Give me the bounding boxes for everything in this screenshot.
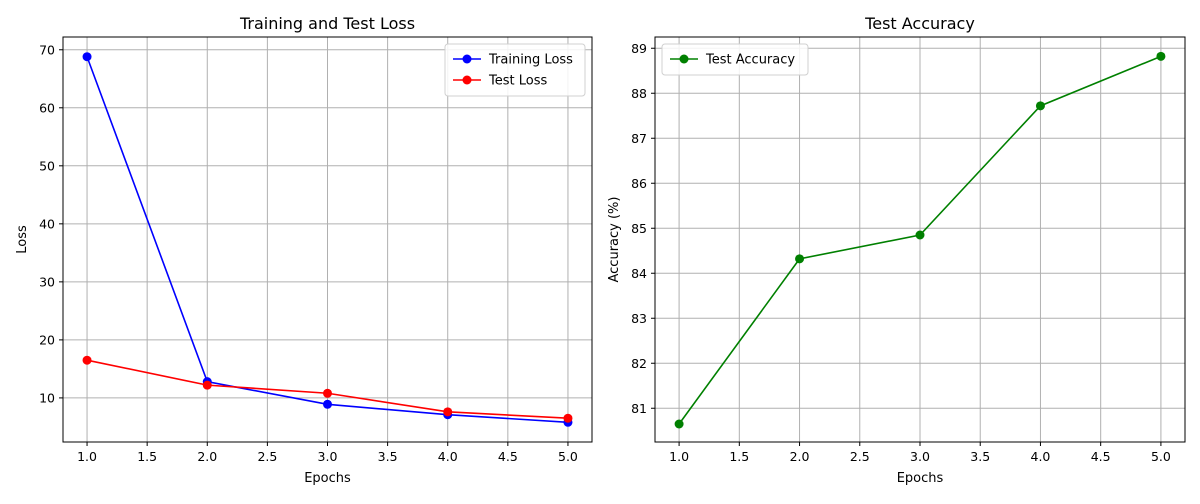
x-axis-label: Epochs bbox=[304, 471, 351, 486]
y-tick-label: 89 bbox=[631, 41, 647, 56]
x-tick-label: 2.5 bbox=[850, 449, 870, 464]
accuracy-chart-panel: 1.0 1.5 2.0 2.5 3.0 3.5 4.0 4.5 5.0 81 82 83 84 85 86 8… bbox=[607, 14, 1186, 486]
x-tick-label: 1.0 bbox=[669, 449, 689, 464]
data-point bbox=[795, 254, 805, 264]
legend-entry: Test Accuracy bbox=[705, 53, 795, 68]
y-tick-label: 60 bbox=[39, 100, 55, 115]
y-tick-label: 10 bbox=[39, 390, 55, 405]
x-tick-label: 1.5 bbox=[137, 449, 157, 464]
y-tick-label: 40 bbox=[39, 216, 55, 231]
y-axis-label: Accuracy (%) bbox=[607, 197, 622, 283]
x-tick-label: 1.5 bbox=[729, 449, 749, 464]
legend-entry: Test Loss bbox=[488, 74, 547, 89]
x-tick-label: 3.5 bbox=[970, 449, 990, 464]
x-tick-label: 4.0 bbox=[438, 449, 458, 464]
y-tick-label: 86 bbox=[631, 176, 647, 191]
x-tick-label: 4.0 bbox=[1031, 449, 1051, 464]
data-point bbox=[1035, 101, 1045, 111]
data-point bbox=[563, 413, 573, 423]
y-axis-label: Loss bbox=[15, 225, 30, 254]
x-tick-label: 4.5 bbox=[498, 449, 518, 464]
y-tick-label: 87 bbox=[631, 131, 647, 146]
x-tick-label: 2.0 bbox=[790, 449, 810, 464]
y-tick-label: 85 bbox=[631, 221, 647, 236]
data-point bbox=[82, 355, 92, 365]
y-tick-label: 70 bbox=[39, 42, 55, 57]
data-point bbox=[323, 388, 332, 398]
x-tick-label: 3.0 bbox=[318, 449, 338, 464]
data-point bbox=[1156, 51, 1166, 61]
x-tick-label: 5.0 bbox=[1151, 449, 1171, 464]
legend-box bbox=[444, 43, 586, 97]
y-tick-label: 30 bbox=[39, 274, 55, 289]
data-point bbox=[915, 230, 925, 240]
y-tick-label: 20 bbox=[39, 332, 55, 347]
y-tick-label: 88 bbox=[631, 86, 647, 101]
x-tick-label: 3.0 bbox=[910, 449, 930, 464]
data-point bbox=[674, 419, 684, 429]
chart-title: Training and Test Loss bbox=[239, 14, 415, 33]
y-tick-label: 50 bbox=[39, 158, 55, 173]
x-tick-label: 2.5 bbox=[257, 449, 277, 464]
legend-marker bbox=[462, 75, 472, 85]
y-tick-label: 83 bbox=[631, 311, 647, 326]
x-tick-label: 1.0 bbox=[77, 449, 97, 464]
y-tick-label: 82 bbox=[631, 356, 647, 371]
legend-marker bbox=[679, 54, 689, 64]
x-axis-label: Epochs bbox=[897, 471, 944, 486]
loss-chart-panel: 1.0 1.5 2.0 2.5 3.0 3.5 4.0 4.5 5.0 10 20 30 40 50 60 7… bbox=[15, 14, 593, 486]
legend-entry: Training Loss bbox=[488, 53, 573, 68]
x-tick-label: 5.0 bbox=[558, 449, 578, 464]
data-point bbox=[82, 52, 92, 62]
legend-marker bbox=[462, 54, 472, 64]
data-point bbox=[443, 407, 453, 417]
y-tick-label: 84 bbox=[631, 266, 647, 281]
data-point bbox=[323, 399, 332, 409]
legend-box bbox=[661, 43, 809, 76]
y-tick-label: 81 bbox=[631, 401, 647, 416]
x-tick-label: 4.5 bbox=[1091, 449, 1111, 464]
x-tick-label: 2.0 bbox=[197, 449, 217, 464]
x-tick-label: 3.5 bbox=[378, 449, 398, 464]
data-point bbox=[202, 380, 212, 390]
chart-title: Test Accuracy bbox=[864, 14, 975, 33]
